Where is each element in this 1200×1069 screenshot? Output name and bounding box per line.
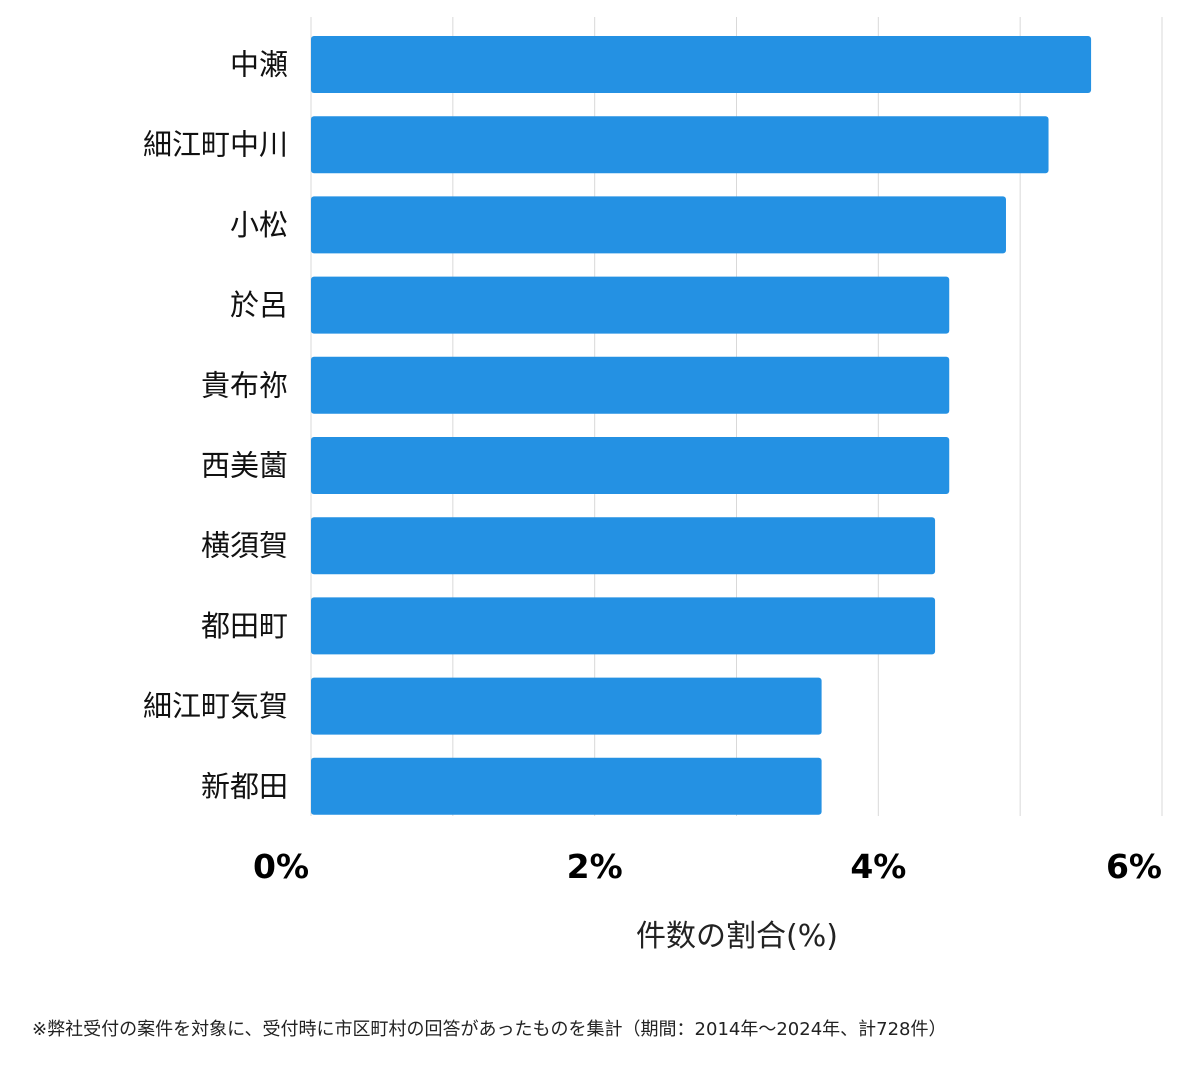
bar bbox=[311, 517, 936, 575]
category-label: 中瀬 bbox=[230, 48, 288, 82]
x-tick-labels: 0% 2% 4% 6% bbox=[253, 847, 1162, 886]
x-tick-label: 4% bbox=[850, 847, 906, 886]
bar bbox=[311, 196, 1006, 254]
category-label: 都田町 bbox=[201, 609, 288, 643]
category-label: 横須賀 bbox=[201, 529, 288, 563]
bar bbox=[311, 36, 1092, 93]
bar bbox=[311, 437, 950, 494]
x-axis-title: 件数の割合(%) bbox=[636, 919, 838, 954]
bar bbox=[311, 276, 950, 334]
bar bbox=[311, 116, 1049, 174]
category-label: 貴布祢 bbox=[201, 368, 288, 402]
bars bbox=[311, 36, 1092, 815]
x-tick-label: 0% bbox=[253, 847, 309, 886]
x-tick-label: 2% bbox=[567, 847, 623, 886]
x-tick-label: 6% bbox=[1106, 847, 1162, 886]
category-label: 細江町気賀 bbox=[143, 689, 288, 723]
footnote: ※弊社受付の案件を対象に、受付時に市区町村の回答があったものを集計（期間：201… bbox=[32, 1019, 947, 1040]
category-label: 細江町中川 bbox=[143, 128, 288, 162]
bar bbox=[311, 757, 822, 815]
category-label: 於呂 bbox=[230, 288, 288, 322]
bar bbox=[311, 677, 822, 735]
category-label: 小松 bbox=[230, 208, 288, 242]
bar bbox=[311, 597, 936, 655]
bar bbox=[311, 356, 950, 414]
category-label: 西美薗 bbox=[201, 449, 288, 483]
category-label: 新都田 bbox=[201, 769, 288, 803]
